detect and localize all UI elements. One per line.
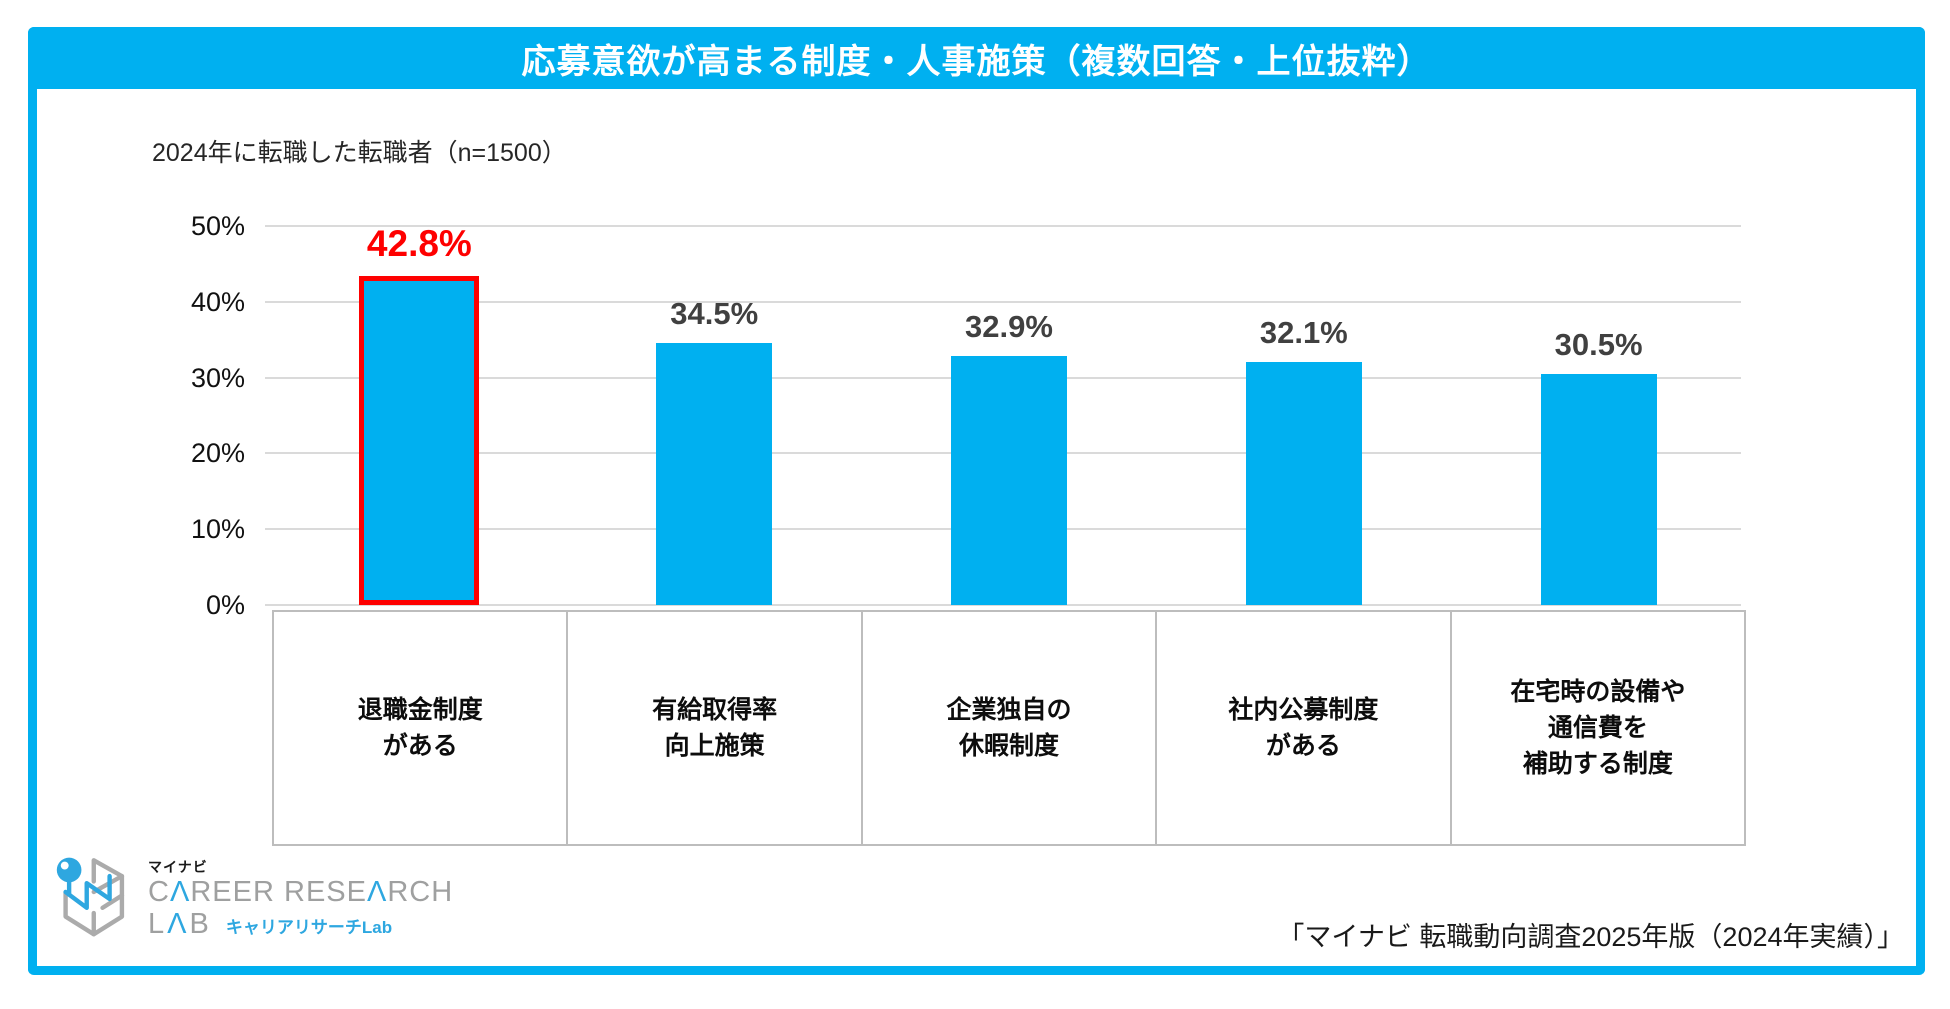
- sample-note: 2024年に転職した転職者（n=1500）: [152, 139, 567, 167]
- category-cell-5: 在宅時の設備や 通信費を 補助する制度: [1510, 677, 1686, 779]
- bar-1: [359, 275, 480, 605]
- gridline-50: [265, 225, 1741, 227]
- title-bar: 応募意欲が高まる制度・人事施策（複数回答・上位抜粋）: [28, 27, 1925, 89]
- logo-lab-row: LΛB キャリアリサーチLab: [148, 910, 453, 939]
- logo-mark-icon: [56, 857, 125, 937]
- source-citation: 「マイナビ 転職動向調査2025年版（2024年実績）」: [1277, 922, 1904, 952]
- y-tick-label-40: 40%: [190, 286, 245, 317]
- gridline-0: [265, 604, 1741, 606]
- brand-logo: マイナビ CΛREER RESEΛRCH LΛB キャリアリサーチLab: [48, 853, 453, 945]
- y-tick-label-0: 0%: [205, 590, 245, 620]
- logo-lab: LΛB: [148, 908, 212, 940]
- bar-3: [951, 355, 1067, 605]
- logo-jp-sub: キャリアリサーチLab: [225, 918, 393, 937]
- category-table: 退職金制度 がある 有給取得率 向上施策 企業独自の 休暇制度 社内公募制度 がある在…: [272, 610, 1746, 846]
- value-label-5: 30.5%: [1554, 326, 1643, 362]
- logo-blue-a: Λ: [167, 908, 190, 940]
- y-tick-label-30: 30%: [190, 362, 245, 393]
- value-label-2: 34.5%: [670, 296, 759, 332]
- bar-4: [1245, 361, 1362, 605]
- value-label-4: 32.1%: [1259, 314, 1348, 350]
- chart-title: 応募意欲が高まる制度・人事施策（複数回答・上位抜粋）: [521, 42, 1432, 81]
- y-tick-label-10: 10%: [190, 514, 245, 545]
- logo-blue-a: Λ: [366, 876, 388, 908]
- logo-blue-a: Λ: [169, 876, 191, 908]
- category-cell-3: 企業独自の 休暇制度: [863, 612, 1158, 844]
- gridline-40: [265, 300, 1741, 303]
- logo-career-research: CΛREER RESEΛRCH: [148, 876, 454, 908]
- y-tick-label-20: 20%: [190, 438, 245, 469]
- value-label-1: 42.8%: [366, 222, 472, 264]
- category-cell-1: 退職金制度 がある: [274, 612, 569, 844]
- logo-text: マイナビ CΛREER RESEΛRCH LΛB キャリアリサーチLab: [148, 853, 453, 939]
- bar-5: [1540, 373, 1657, 605]
- chart-card: 応募意欲が高まる制度・人事施策（複数回答・上位抜粋） 2024年に転職した転職者…: [28, 27, 1925, 975]
- logo-brand-jp: マイナビ: [148, 859, 208, 875]
- value-label-3: 32.9%: [965, 308, 1053, 344]
- bar-2: [656, 343, 773, 605]
- category-cell-2: 有給取得率 向上施策: [568, 612, 863, 844]
- y-tick-label-50: 50%: [190, 211, 245, 241]
- category-cell-4: 社内公募制度 がある: [1157, 612, 1452, 844]
